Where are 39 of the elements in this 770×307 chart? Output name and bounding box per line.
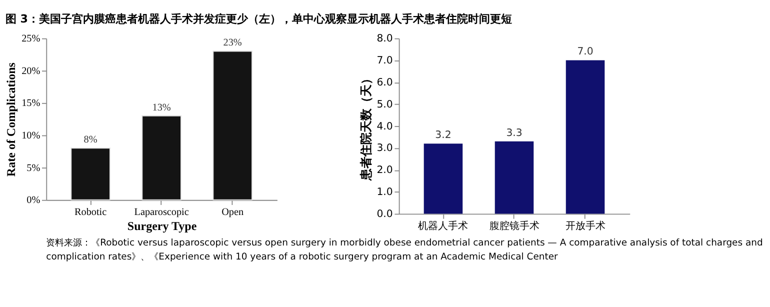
data-label: 13% xyxy=(152,102,172,114)
y-tick-label: 0% xyxy=(26,195,41,206)
chart-title: 图 3：美国子宫内膜癌患者机器人手术并发症更少（左），单中心观察显示机器人手术患者住院时间更短 xyxy=(5,12,512,26)
x-tick-label: 机器人手术 xyxy=(418,220,468,232)
x-axis-title: Surgery Type xyxy=(127,218,198,233)
y-tick-label: 2.0 xyxy=(376,165,393,176)
data-label: 7.0 xyxy=(577,46,594,58)
bar xyxy=(70,148,110,200)
y-tick-label: 25% xyxy=(22,34,41,45)
y-tick-label: 7.0 xyxy=(376,55,393,66)
y-tick-label: 8.0 xyxy=(376,34,393,45)
x-tick-label: 腹腔镜手术 xyxy=(489,220,540,232)
text: 资料来源：《Robotic versus laparoscopic versus open surgery in morbidly obese endometrial cancer patients — A comparative analysis of total charges and xyxy=(46,238,763,249)
x-tick-label: Laparoscopic xyxy=(134,207,190,218)
bar xyxy=(142,115,182,200)
text: complication rates》、《Experience with 10 years of a robotic surgery program at an Academic Medical Center xyxy=(46,251,558,262)
y-tick-label: 6.0 xyxy=(376,77,393,88)
y-axis-title: 患者住院天数（天） xyxy=(359,72,374,182)
y-tick-label: 20% xyxy=(22,66,41,77)
y-tick-label: 1.0 xyxy=(376,187,393,198)
bar xyxy=(566,60,605,214)
y-tick-label: 15% xyxy=(22,98,41,110)
y-tick-label: 3.0 xyxy=(376,143,393,154)
x-tick-label: 开放手术 xyxy=(565,220,606,232)
data-label: 3.2 xyxy=(435,130,452,142)
y-axis-title: Rate of Complications xyxy=(4,62,18,177)
x-tick-label: Open xyxy=(222,207,244,218)
y-tick-label: 0.0 xyxy=(376,208,393,220)
y-tick-label: 4.0 xyxy=(376,121,393,132)
y-tick-label: 5% xyxy=(26,162,41,174)
bar xyxy=(212,50,252,200)
x-tick-label: Robotic xyxy=(74,207,108,218)
y-tick-label: 10% xyxy=(22,130,41,142)
data-label: 8% xyxy=(84,134,98,146)
bar xyxy=(494,141,534,214)
data-label: 3.3 xyxy=(506,128,522,139)
data-label: 23% xyxy=(223,38,242,49)
bar xyxy=(424,144,463,214)
y-tick-label: 5.0 xyxy=(376,99,393,110)
